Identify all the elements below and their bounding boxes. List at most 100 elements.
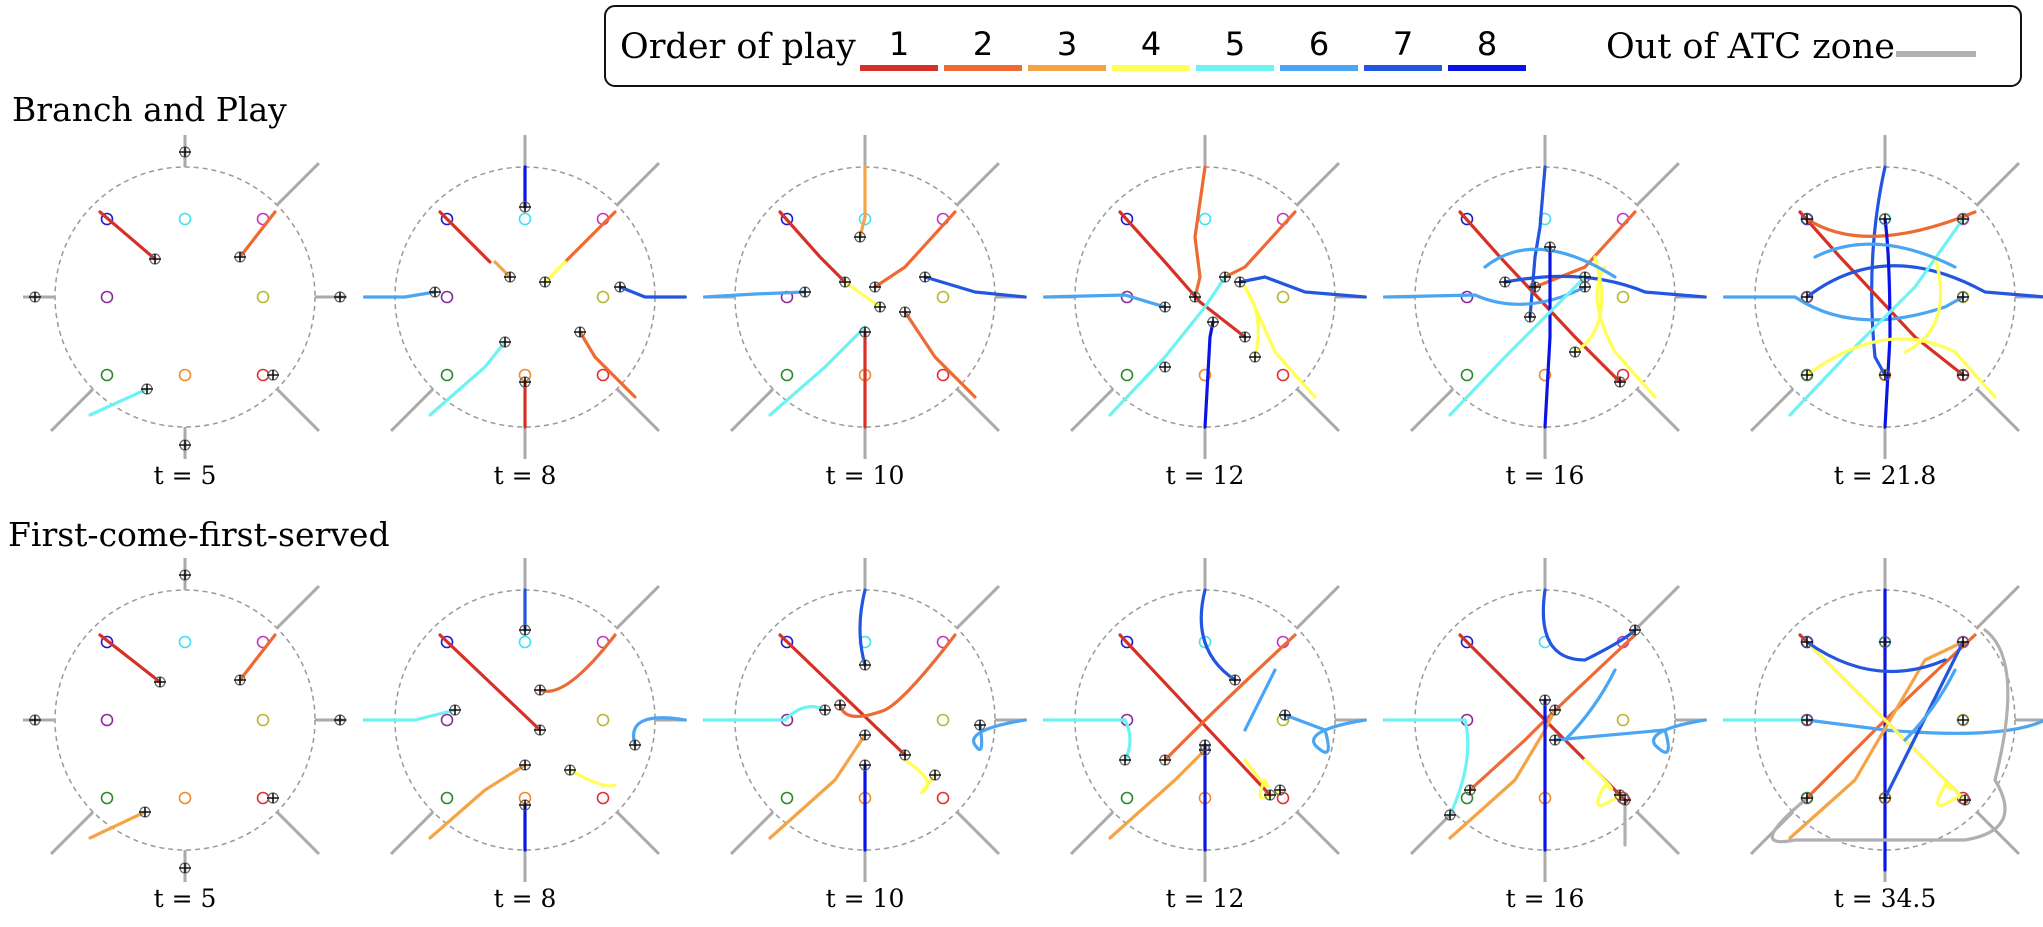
trajectory-path	[923, 275, 1027, 299]
trajectory-path	[1223, 210, 1297, 279]
legend-item-2: 2	[944, 25, 1022, 75]
goal-marker	[936, 791, 950, 805]
trajectory-path	[363, 290, 437, 299]
aircraft-icon	[874, 302, 886, 312]
aircraft-icon	[1239, 332, 1251, 342]
trajectory-path	[1199, 588, 1237, 682]
legend-item-8: 8	[1448, 25, 1526, 75]
aircraft-icon	[919, 272, 931, 282]
time-label: t = 12	[1166, 884, 1245, 913]
aircraft-icon	[574, 327, 586, 337]
goal-marker	[1538, 368, 1552, 382]
trajectory-path	[98, 633, 162, 684]
aircraft-icon	[1274, 785, 1286, 795]
trajectory-path	[858, 165, 867, 239]
aircraft-icon	[1801, 292, 1813, 302]
goal-marker	[440, 290, 454, 304]
goal-marker	[780, 212, 794, 226]
legend-item-3: 3	[1028, 25, 1106, 75]
trajectory-path	[1243, 758, 1282, 800]
legend-swatch	[1112, 65, 1190, 71]
goal-marker	[178, 368, 192, 382]
legend-item-5: 5	[1196, 25, 1274, 75]
aircraft-icon	[1879, 793, 1891, 803]
approach-route	[1070, 810, 1115, 855]
goal-marker	[936, 713, 950, 727]
trajectory-path	[768, 325, 867, 417]
goal-marker	[596, 368, 610, 382]
aircraft-icon	[564, 765, 576, 775]
aircraft-icon	[29, 715, 41, 725]
atc-zone-circle	[54, 589, 316, 851]
aircraft-icon	[149, 254, 161, 264]
aircraft-icon	[1264, 790, 1276, 800]
aircraft-icon	[1801, 793, 1813, 803]
trajectory-path	[1870, 165, 1887, 377]
trajectory-path	[563, 210, 617, 264]
aircraft-icon	[429, 287, 441, 297]
aircraft-icon	[1189, 292, 1201, 302]
goal-marker	[596, 290, 610, 304]
time-label: t = 10	[826, 884, 905, 913]
goal-marker	[1276, 791, 1290, 805]
aircraft-icon	[1569, 347, 1581, 357]
approach-route	[1635, 387, 1680, 432]
trajectory-path	[1533, 210, 1637, 289]
approach-route	[1750, 387, 1795, 432]
approach-route	[955, 810, 1000, 855]
approach-route	[1410, 387, 1455, 432]
trajectory-path	[1788, 640, 1965, 840]
trajectory-path	[1805, 264, 2043, 299]
legend-swatch	[1364, 65, 1442, 71]
trajectory-path	[1903, 255, 1943, 354]
legend-swatch	[1196, 65, 1274, 71]
approach-route	[615, 387, 660, 432]
aircraft-icon	[1159, 302, 1171, 312]
legend-label: 7	[1392, 25, 1414, 63]
legend-label: 6	[1308, 25, 1330, 63]
trajectory-path	[1528, 165, 1547, 319]
approach-route	[50, 387, 95, 432]
approach-route	[1975, 585, 2020, 630]
aircraft-icon	[1529, 282, 1541, 292]
goal-marker	[936, 290, 950, 304]
aircraft-icon	[179, 570, 191, 580]
goal-marker	[1198, 368, 1212, 382]
approach-route	[955, 585, 1000, 630]
goal-marker	[1616, 713, 1630, 727]
aircraft-icon	[834, 700, 846, 710]
row-title-branch-and-play: Branch and Play	[12, 90, 287, 129]
goal-marker	[1460, 368, 1474, 382]
approach-route	[1635, 162, 1680, 207]
aircraft-icon	[179, 440, 191, 450]
trajectory-path	[1805, 640, 1947, 674]
aircraft-icon	[1234, 277, 1246, 287]
aircraft-icon	[1801, 214, 1813, 224]
goal-marker	[1120, 791, 1134, 805]
aircraft-icon	[1801, 370, 1813, 380]
trajectory-path	[778, 210, 847, 284]
aircraft-icon	[334, 292, 346, 302]
approach-route	[615, 810, 660, 855]
trajectory-path	[1595, 265, 1657, 399]
approach-route	[275, 585, 320, 630]
aircraft-icon	[819, 705, 831, 715]
goal-marker	[518, 635, 532, 649]
aircraft-icon	[534, 725, 546, 735]
legend-swatch	[1028, 65, 1106, 71]
trajectory-path	[1723, 295, 1965, 322]
approach-route	[1975, 810, 2020, 855]
aircraft-icon	[1159, 755, 1171, 765]
trajectory-path	[363, 708, 457, 722]
trajectory-path	[1043, 293, 1167, 309]
approach-route	[955, 162, 1000, 207]
panel: t = 10	[703, 135, 1027, 490]
aircraft-icon	[799, 287, 811, 297]
trajectory-path	[1573, 255, 1604, 354]
goal-marker	[178, 635, 192, 649]
aircraft-icon	[1614, 377, 1626, 387]
aircraft-icon	[1959, 795, 1971, 805]
trajectory-path	[438, 210, 492, 264]
trajectory-path	[1543, 245, 1552, 429]
goal-marker	[1460, 635, 1474, 649]
